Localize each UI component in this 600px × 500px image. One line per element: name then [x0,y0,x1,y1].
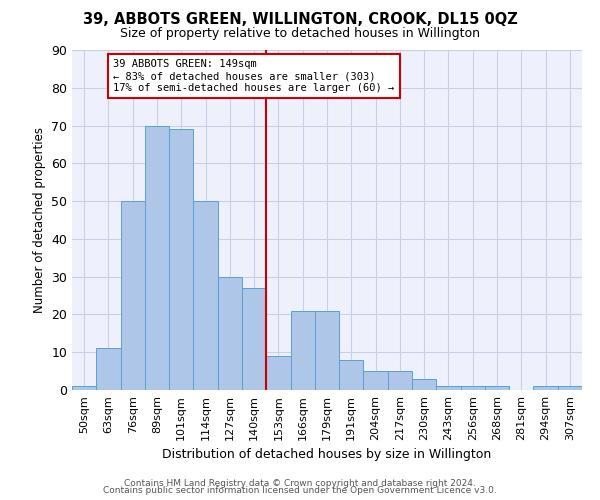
Bar [315,310,339,390]
Bar [558,386,582,390]
Bar [388,371,412,390]
X-axis label: Distribution of detached houses by size in Willington: Distribution of detached houses by size … [163,448,491,462]
Bar [461,386,485,390]
Bar [121,201,145,390]
Bar [290,310,315,390]
Bar [145,126,169,390]
Bar [193,201,218,390]
Bar [242,288,266,390]
Bar [364,371,388,390]
Text: 39 ABBOTS GREEN: 149sqm
← 83% of detached houses are smaller (303)
17% of semi-d: 39 ABBOTS GREEN: 149sqm ← 83% of detache… [113,60,395,92]
Bar [485,386,509,390]
Text: Contains HM Land Registry data © Crown copyright and database right 2024.: Contains HM Land Registry data © Crown c… [124,478,476,488]
Bar [533,386,558,390]
Text: Size of property relative to detached houses in Willington: Size of property relative to detached ho… [120,28,480,40]
Y-axis label: Number of detached properties: Number of detached properties [32,127,46,313]
Bar [169,130,193,390]
Bar [72,386,96,390]
Bar [96,348,121,390]
Bar [266,356,290,390]
Bar [339,360,364,390]
Bar [436,386,461,390]
Text: Contains public sector information licensed under the Open Government Licence v3: Contains public sector information licen… [103,486,497,495]
Bar [218,276,242,390]
Bar [412,378,436,390]
Text: 39, ABBOTS GREEN, WILLINGTON, CROOK, DL15 0QZ: 39, ABBOTS GREEN, WILLINGTON, CROOK, DL1… [83,12,517,28]
